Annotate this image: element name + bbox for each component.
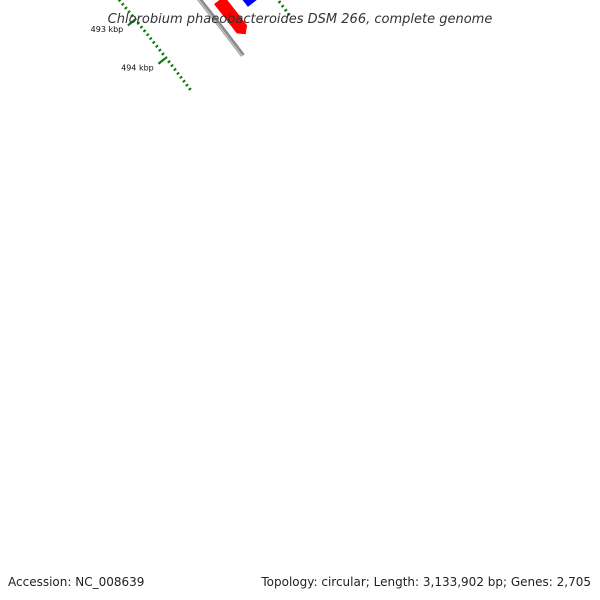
inner-tick xyxy=(164,56,168,60)
genome-summary-text: Topology: circular; Length: 3,133,902 bp… xyxy=(260,575,591,589)
inner-tick xyxy=(127,10,131,14)
tick-label: 493 kbp xyxy=(91,25,124,34)
forward-gene-arrow[interactable] xyxy=(214,0,248,35)
outer-tick xyxy=(280,4,285,8)
genome-backbone xyxy=(196,0,245,57)
inner-tick xyxy=(185,83,189,87)
inner-tick xyxy=(120,2,125,6)
outer-tick xyxy=(283,8,288,12)
inner-tick xyxy=(170,63,174,68)
tick-label: 494 kbp xyxy=(121,63,154,72)
inner-tick xyxy=(173,67,177,72)
map-title: Chlorobium phaeobacteroides DSM 266, com… xyxy=(108,12,493,27)
inner-tick xyxy=(136,21,141,25)
gene-features xyxy=(214,0,258,35)
major-tick-inner xyxy=(157,57,166,65)
inner-tick xyxy=(142,29,147,33)
inner-tick xyxy=(188,87,192,91)
backbone-highlight xyxy=(197,0,243,57)
inner-tick xyxy=(124,6,128,10)
inner-tick xyxy=(167,60,171,64)
inner-tick xyxy=(158,48,162,52)
reverse-gene-arrow[interactable] xyxy=(226,0,258,7)
inner-tick xyxy=(161,52,165,56)
inner-tick xyxy=(130,13,134,18)
inner-tick xyxy=(148,36,153,41)
major-tick-inner xyxy=(127,19,135,27)
tick-marks: 487 kbp488 kbp489 kbp490 kbp491 kbp492 k… xyxy=(91,0,291,91)
outer-tick xyxy=(287,12,291,17)
inner-tick xyxy=(182,79,186,83)
backbone-line xyxy=(196,0,245,57)
inner-tick xyxy=(155,44,159,48)
accession-text: Accession: NC_008639 xyxy=(8,575,144,589)
outer-tick xyxy=(277,0,282,4)
inner-tick xyxy=(179,75,183,80)
inner-tick xyxy=(151,40,156,45)
inner-tick xyxy=(176,71,180,76)
inner-tick xyxy=(117,0,122,3)
inner-tick xyxy=(145,32,150,37)
inner-tick xyxy=(139,25,144,29)
inner-tick xyxy=(133,17,138,22)
